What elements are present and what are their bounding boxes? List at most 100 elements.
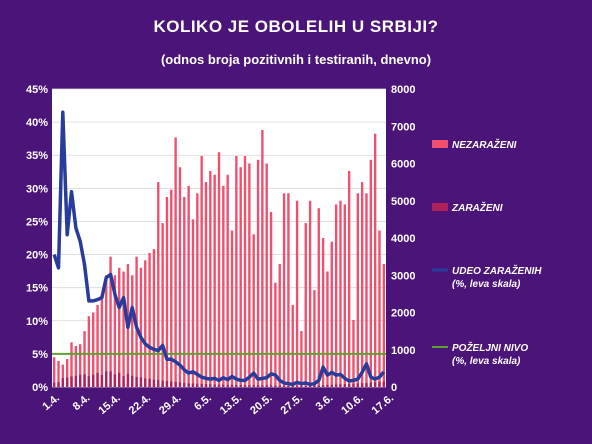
nezarazeni-bar: [230, 230, 234, 387]
nezarazeni-bar: [209, 170, 212, 387]
zarazeni-bar: [317, 385, 320, 387]
nezarazeni-bar: [356, 193, 359, 387]
left-tick-label: 10%: [26, 316, 48, 328]
nezarazeni-bar: [74, 346, 78, 387]
nezarazeni-bar: [378, 230, 381, 387]
zarazeni-bar: [96, 372, 99, 387]
zarazeni-bar: [148, 378, 151, 387]
right-tick-label: 5000: [391, 196, 415, 208]
zarazeni-bar: [118, 372, 121, 387]
zarazeni-bar: [339, 384, 342, 387]
left-tick-label: 30%: [26, 183, 48, 195]
zarazeni-bar: [213, 384, 216, 387]
nezarazeni-bar: [65, 359, 69, 387]
nezarazeni-bar: [131, 275, 134, 387]
zarazeni-bar: [222, 384, 225, 387]
nezarazeni-bar: [165, 197, 169, 387]
nezarazeni-bar: [248, 163, 251, 387]
nezarazeni-bar: [152, 249, 156, 387]
nezarazeni-bar: [256, 159, 260, 387]
zarazeni-bar: [356, 383, 359, 387]
zarazeni-bar: [100, 375, 104, 387]
zarazeni-bar: [204, 384, 208, 387]
zarazeni-bar: [183, 382, 186, 387]
nezarazeni-bar: [360, 182, 364, 387]
x-tick-label: 3.6.: [314, 392, 336, 413]
zarazeni-bar: [217, 384, 221, 387]
zarazeni-bar: [65, 377, 69, 387]
nezarazeni-bar: [282, 193, 286, 387]
legend-swatch: [432, 203, 448, 211]
zarazeni-bar: [326, 384, 329, 387]
zarazeni-bar: [308, 385, 312, 387]
zarazeni-bar: [360, 383, 364, 387]
left-tick-label: 20%: [26, 250, 48, 262]
nezarazeni-bar: [174, 137, 177, 387]
zarazeni-bars: [52, 371, 386, 387]
line-series: [52, 110, 386, 387]
zarazeni-bar: [287, 385, 290, 387]
right-tick-label: 2000: [391, 308, 415, 320]
zarazeni-bar: [165, 381, 169, 387]
chart-subtitle: (odnos broja pozitivnih i testiranih, dn…: [160, 52, 432, 67]
x-tick-label: 29.4.: [157, 392, 183, 417]
left-tick-label: 15%: [26, 283, 48, 295]
left-axis: 0% 5% 10% 15% 20% 25% 30% 35% 40% 45%: [26, 84, 48, 394]
zarazeni-bar: [252, 385, 255, 387]
legend-label: ZARAŽENI: [451, 201, 503, 214]
zarazeni-bar: [300, 385, 303, 387]
zarazeni-bar: [282, 385, 286, 387]
x-tick-label: 20.5.: [248, 392, 274, 417]
nezarazeni-bar: [278, 264, 281, 387]
udeo-zarazenih-line: [52, 110, 386, 387]
zarazeni-bar: [278, 385, 281, 387]
zarazeni-bar: [313, 385, 316, 387]
zarazeni-bar: [61, 378, 65, 387]
nezarazeni-bar: [217, 152, 221, 387]
right-tick-label: 1000: [391, 345, 415, 357]
zarazeni-bar: [330, 384, 333, 387]
nezarazeni-bar: [191, 219, 195, 387]
nezarazeni-bar: [365, 193, 368, 387]
zarazeni-bar: [239, 384, 242, 387]
x-tick-label: 8.4.: [71, 392, 93, 413]
zarazeni-bar: [187, 383, 190, 387]
zarazeni-bar: [178, 382, 182, 387]
nezarazeni-bar: [334, 204, 338, 387]
nezarazeni-bar: [139, 267, 143, 387]
nezarazeni-bar: [317, 208, 320, 387]
nezarazeni-bar: [178, 167, 182, 387]
zarazeni-bar: [174, 381, 177, 387]
zarazeni-bar: [347, 383, 351, 387]
zarazeni-bar: [113, 374, 117, 387]
legend: NEZARAŽENI ZARAŽENI UDEO ZARAŽENIH (%, leva…: [432, 138, 542, 367]
zarazeni-bar: [74, 375, 78, 387]
nezarazeni-bar: [243, 156, 247, 387]
nezarazeni-bar: [313, 290, 316, 387]
zarazeni-bar: [105, 371, 108, 387]
x-tick-label: 22.4.: [127, 392, 153, 417]
nezarazeni-bar: [252, 234, 255, 387]
zarazeni-bar: [256, 385, 260, 387]
zarazeni-bar: [135, 376, 138, 387]
nezarazeni-bar: [200, 156, 203, 387]
zarazeni-bar: [369, 382, 373, 387]
zarazeni-bar: [269, 385, 273, 387]
right-tick-label: 7000: [391, 121, 415, 133]
zarazeni-bar: [243, 385, 247, 387]
left-tick-label: 45%: [26, 84, 48, 96]
x-tick-label: 15.4.: [96, 392, 122, 417]
left-tick-label: 5%: [32, 349, 48, 361]
zarazeni-bar: [52, 382, 56, 387]
nezarazeni-bar: [295, 200, 299, 387]
nezarazeni-bar: [226, 174, 229, 387]
zarazeni-bar: [248, 385, 251, 387]
x-tick-label: 6.5.: [192, 392, 214, 413]
nezarazeni-bar: [222, 185, 225, 387]
x-tick-label: 27.5.: [279, 392, 305, 417]
zarazeni-bar: [343, 384, 346, 387]
nezarazeni-bar: [113, 275, 117, 387]
legend-label: POŽELJNI NIVO: [452, 341, 528, 354]
zarazeni-bar: [83, 374, 86, 387]
